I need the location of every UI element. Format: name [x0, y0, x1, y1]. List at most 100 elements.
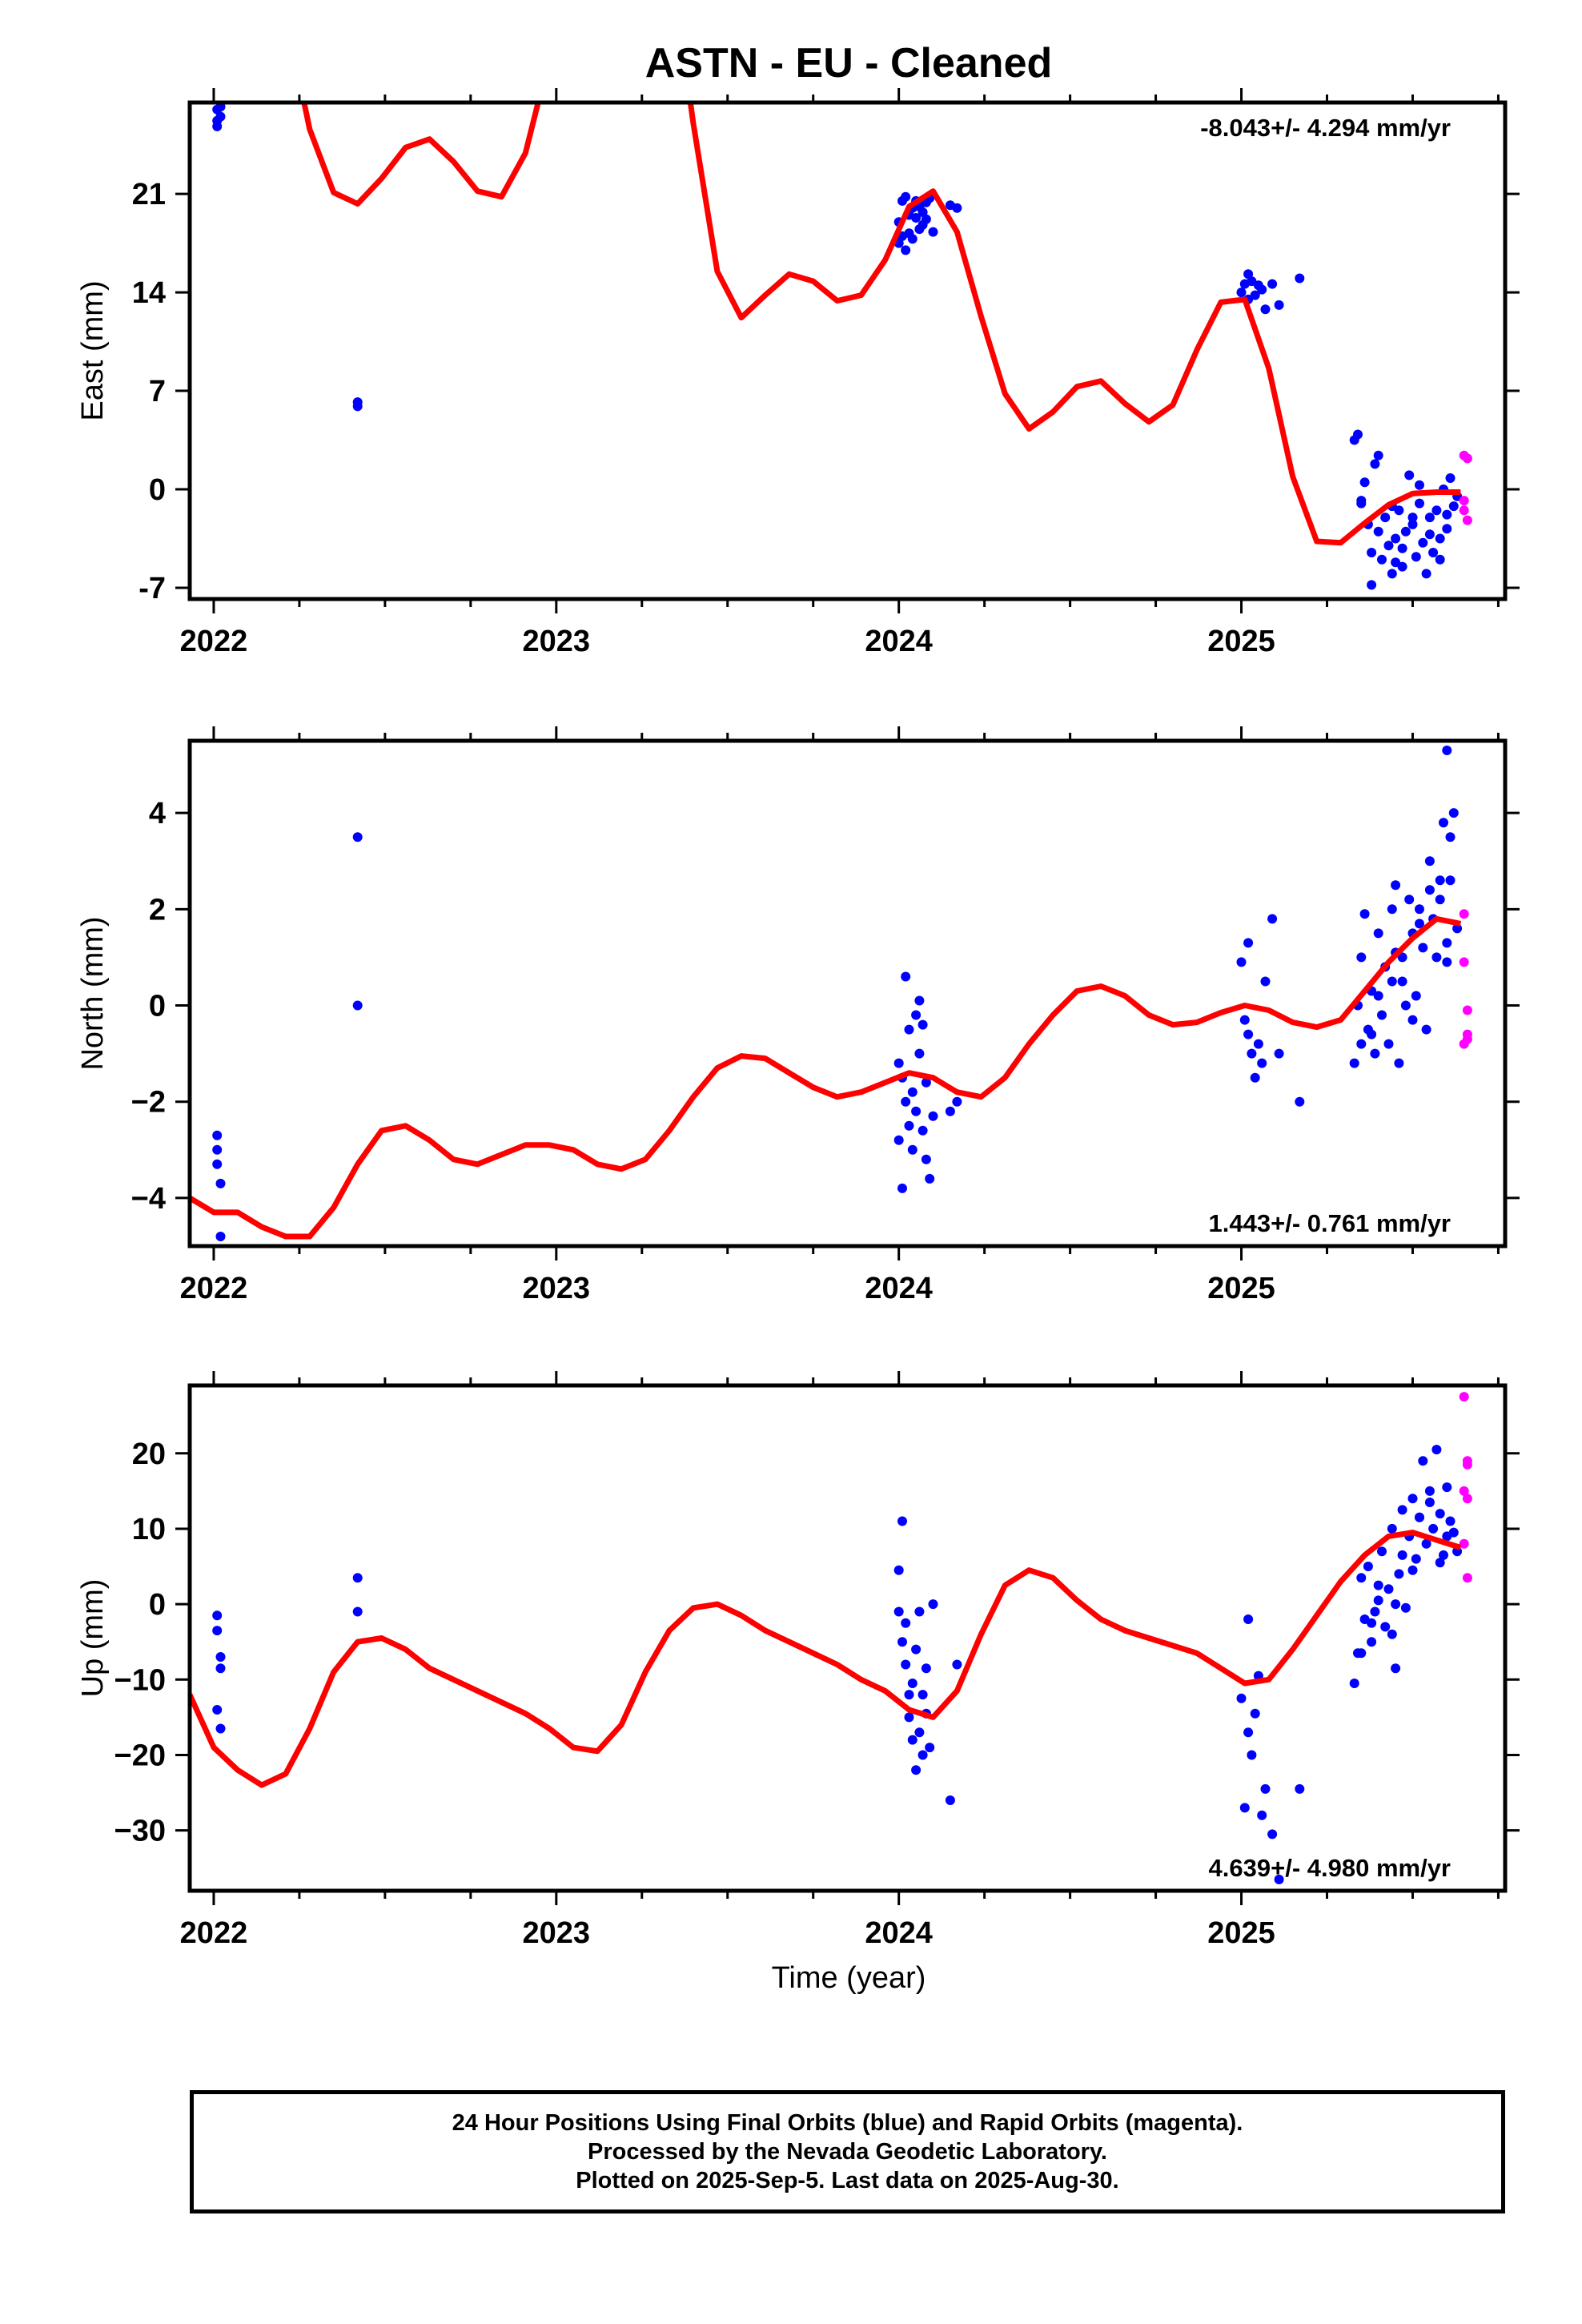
- up-final-point: [1356, 1648, 1367, 1659]
- north-final-point: [1415, 919, 1424, 929]
- north-final-point: [1421, 1024, 1431, 1035]
- up-final-point: [1428, 1523, 1439, 1534]
- east-plot-area: [212, 103, 1472, 590]
- north-final-point: [1404, 895, 1415, 905]
- north-final-point: [904, 1024, 914, 1035]
- north-final-point: [1236, 957, 1247, 967]
- north-final-point: [1442, 938, 1452, 948]
- north-final-point: [1373, 928, 1383, 939]
- up-y-tick-label: 10: [132, 1513, 166, 1546]
- north-final-point: [1250, 1072, 1260, 1083]
- north-final-point: [1448, 808, 1459, 818]
- east-final-point: [1250, 290, 1260, 300]
- east-final-point: [928, 227, 938, 237]
- north-final-point: [952, 1096, 962, 1107]
- up-final-point: [1424, 1486, 1435, 1496]
- up-final-point: [1442, 1482, 1452, 1493]
- east-rapid-point: [1459, 505, 1469, 516]
- up-final-point: [1418, 1456, 1428, 1466]
- north-plot-area: [190, 746, 1472, 1241]
- up-final-point: [1373, 1595, 1383, 1606]
- up-final-point: [1407, 1565, 1418, 1575]
- north-rapid-point: [1459, 909, 1469, 919]
- up-panel: 2022 2023 2024 2025 −30 −20 −10 0 10 20 Up (mm) 4.6…: [76, 1371, 1520, 1950]
- up-final-point: [1367, 1618, 1377, 1628]
- north-final-point: [1370, 1048, 1380, 1059]
- east-y-tick-label: 0: [149, 473, 166, 507]
- up-final-point: [212, 1610, 223, 1621]
- up-rapid-point: [1459, 1392, 1469, 1402]
- up-final-point: [1400, 1602, 1411, 1613]
- east-final-point: [1418, 537, 1428, 548]
- up-final-point: [1415, 1512, 1424, 1522]
- up-final-point: [1435, 1558, 1445, 1568]
- up-final-point: [897, 1637, 907, 1647]
- north-final-point: [1356, 952, 1367, 963]
- up-final-point: [1439, 1550, 1448, 1560]
- east-final-point: [1394, 505, 1404, 516]
- north-final-point: [1407, 1015, 1418, 1025]
- east-x-tick-label: 2023: [523, 625, 591, 658]
- north-final-point: [1257, 1058, 1267, 1068]
- north-final-point: [352, 1000, 363, 1011]
- north-y-tick-label: 0: [149, 990, 166, 1023]
- north-y-tick-label: 2: [149, 893, 166, 927]
- up-final-point: [893, 1565, 904, 1575]
- east-final-point: [1424, 529, 1435, 540]
- north-rate-annotation: 1.443+/- 0.761 mm/yr: [1209, 1209, 1451, 1237]
- east-y-axis-label: East (mm): [76, 280, 110, 420]
- north-x-tick-label: 2022: [180, 1272, 248, 1305]
- up-final-point: [1356, 1573, 1367, 1583]
- north-y-tick-label: −4: [131, 1182, 166, 1216]
- up-y-tick-label: 20: [132, 1437, 166, 1471]
- east-final-point: [1411, 552, 1421, 562]
- east-final-point: [1236, 287, 1247, 298]
- north-final-point: [917, 1019, 928, 1030]
- up-final-point: [1236, 1693, 1247, 1703]
- north-final-point: [893, 1135, 904, 1145]
- up-final-point: [1247, 1750, 1257, 1760]
- north-final-point: [1435, 895, 1445, 905]
- up-final-point: [1445, 1516, 1456, 1526]
- up-final-point: [352, 1606, 363, 1617]
- up-final-point: [1435, 1509, 1445, 1519]
- east-final-point: [1435, 554, 1445, 565]
- east-final-point: [1356, 496, 1367, 506]
- up-rapid-point: [1459, 1538, 1469, 1549]
- east-final-point: [1359, 477, 1370, 488]
- east-y-tick-label: 21: [132, 178, 166, 211]
- east-final-point: [1380, 513, 1391, 523]
- north-x-tick-label: 2023: [523, 1272, 591, 1305]
- east-final-point: [952, 203, 962, 213]
- north-final-point: [1424, 885, 1435, 895]
- north-frame: [187, 738, 1508, 1248]
- east-y-tick-label: -7: [139, 572, 166, 605]
- up-final-point: [1367, 1637, 1377, 1647]
- north-final-point: [1418, 943, 1428, 953]
- north-final-point: [1267, 914, 1278, 924]
- north-final-point: [1243, 938, 1254, 948]
- east-final-point: [1373, 450, 1383, 460]
- up-rate-annotation: 4.639+/- 4.980 mm/yr: [1209, 1854, 1451, 1882]
- north-final-point: [1387, 976, 1397, 987]
- east-panel: 2022 2023 2024 2025 -7 0 7 14 21 East (mm) -8.043+…: [76, 88, 1520, 658]
- east-final-point: [1435, 533, 1445, 544]
- up-final-point: [1397, 1505, 1407, 1515]
- north-panel: 2022 2023 2024 2025 −4 −2 0 2 4 North (mm) 1.443+/…: [76, 726, 1520, 1305]
- up-final-point: [907, 1679, 917, 1688]
- up-final-point: [1421, 1538, 1431, 1549]
- east-final-point: [1415, 480, 1424, 490]
- east-final-point: [1274, 300, 1284, 310]
- north-rapid-point: [1459, 957, 1469, 967]
- up-final-point: [215, 1723, 226, 1734]
- east-y-tick-label: 7: [149, 375, 166, 408]
- east-final-point: [1445, 473, 1456, 483]
- up-final-point: [901, 1659, 911, 1670]
- north-final-point: [911, 1010, 921, 1020]
- up-rapid-point: [1459, 1486, 1469, 1496]
- north-final-point: [1356, 1039, 1367, 1049]
- up-final-point: [1411, 1554, 1421, 1564]
- east-final-point: [1367, 580, 1377, 590]
- north-final-point: [1439, 818, 1448, 828]
- north-final-point: [1387, 904, 1397, 915]
